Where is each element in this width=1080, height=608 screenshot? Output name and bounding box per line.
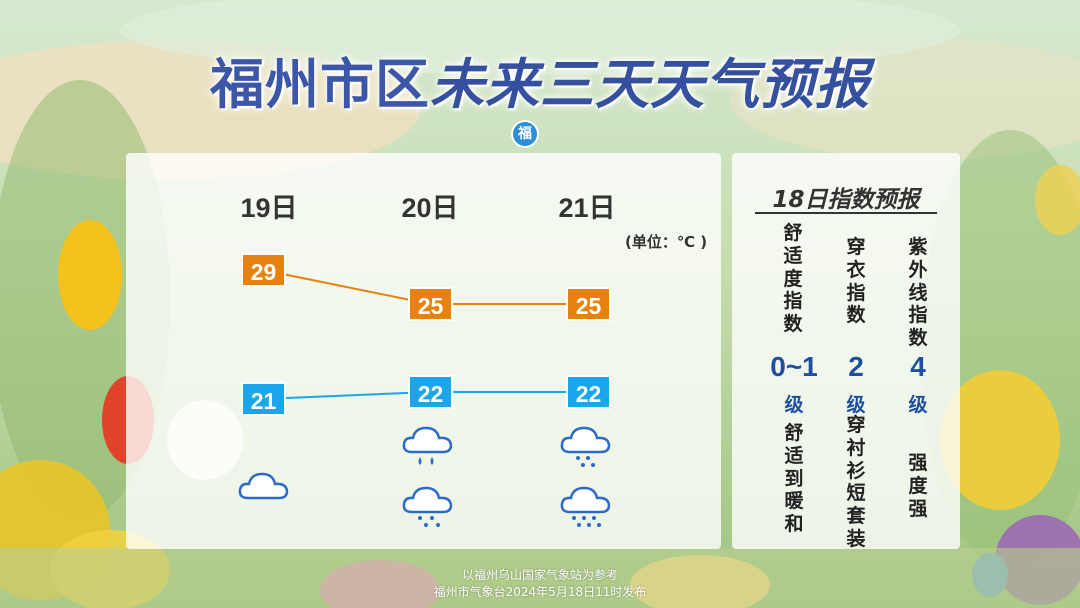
index-panel	[732, 153, 960, 549]
high-temp-day3: 25	[566, 287, 611, 321]
uv-index-name: 紫外线指数	[908, 236, 928, 350]
high-temp-day2: 25	[408, 287, 453, 321]
forecast-panel	[126, 153, 721, 549]
comfort-index-level: 级	[784, 394, 804, 416]
low-temp-day2: 22	[408, 375, 453, 409]
footer-issuer: 福州市气象台2024年5月18日11时发布	[433, 585, 647, 599]
comfort-index-desc: 舒适到暖和	[784, 422, 804, 536]
comfort-index-value: 0~1	[770, 351, 818, 382]
low-temp-day3: 22	[566, 375, 611, 409]
high-temp-day1: 29	[241, 253, 286, 287]
fuzhou-logo-icon: 福	[513, 122, 537, 146]
day-label-3: 21日	[558, 193, 616, 223]
title-forecast: 未来三天天气预报	[430, 53, 870, 116]
day-label-1: 19日	[240, 193, 298, 223]
day-label-2: 20日	[401, 193, 459, 223]
uv-index-level: 级	[908, 394, 928, 416]
cloudy-icon	[238, 472, 289, 500]
unit-label: (单位：℃ )	[625, 233, 708, 251]
rain-cloud-icon	[402, 486, 453, 527]
index-title: 18日指数预报	[772, 187, 920, 213]
title-city: 福州市区	[210, 53, 430, 116]
heavy-rain-cloud-icon	[560, 486, 611, 527]
uv-index-value: 4	[910, 351, 926, 382]
low-temp-day1: 21	[241, 382, 286, 416]
footer-reference: 以福州乌山国家气象站为参考	[461, 568, 618, 582]
clothing-index-desc: 穿衬衫短套装	[846, 414, 866, 550]
clothing-index-value: 2	[848, 351, 864, 382]
page-title: 福州市区未来三天天气预报	[0, 40, 1080, 119]
comfort-index-name: 舒适度指数	[783, 222, 803, 336]
uv-index-desc: 强度强	[908, 452, 928, 520]
clothing-index-level: 级	[846, 394, 866, 416]
index-title-underline	[755, 212, 937, 214]
rain-cloud-icon	[402, 426, 453, 465]
rain-cloud-icon	[560, 426, 611, 467]
clothing-index-name: 穿衣指数	[846, 236, 866, 327]
